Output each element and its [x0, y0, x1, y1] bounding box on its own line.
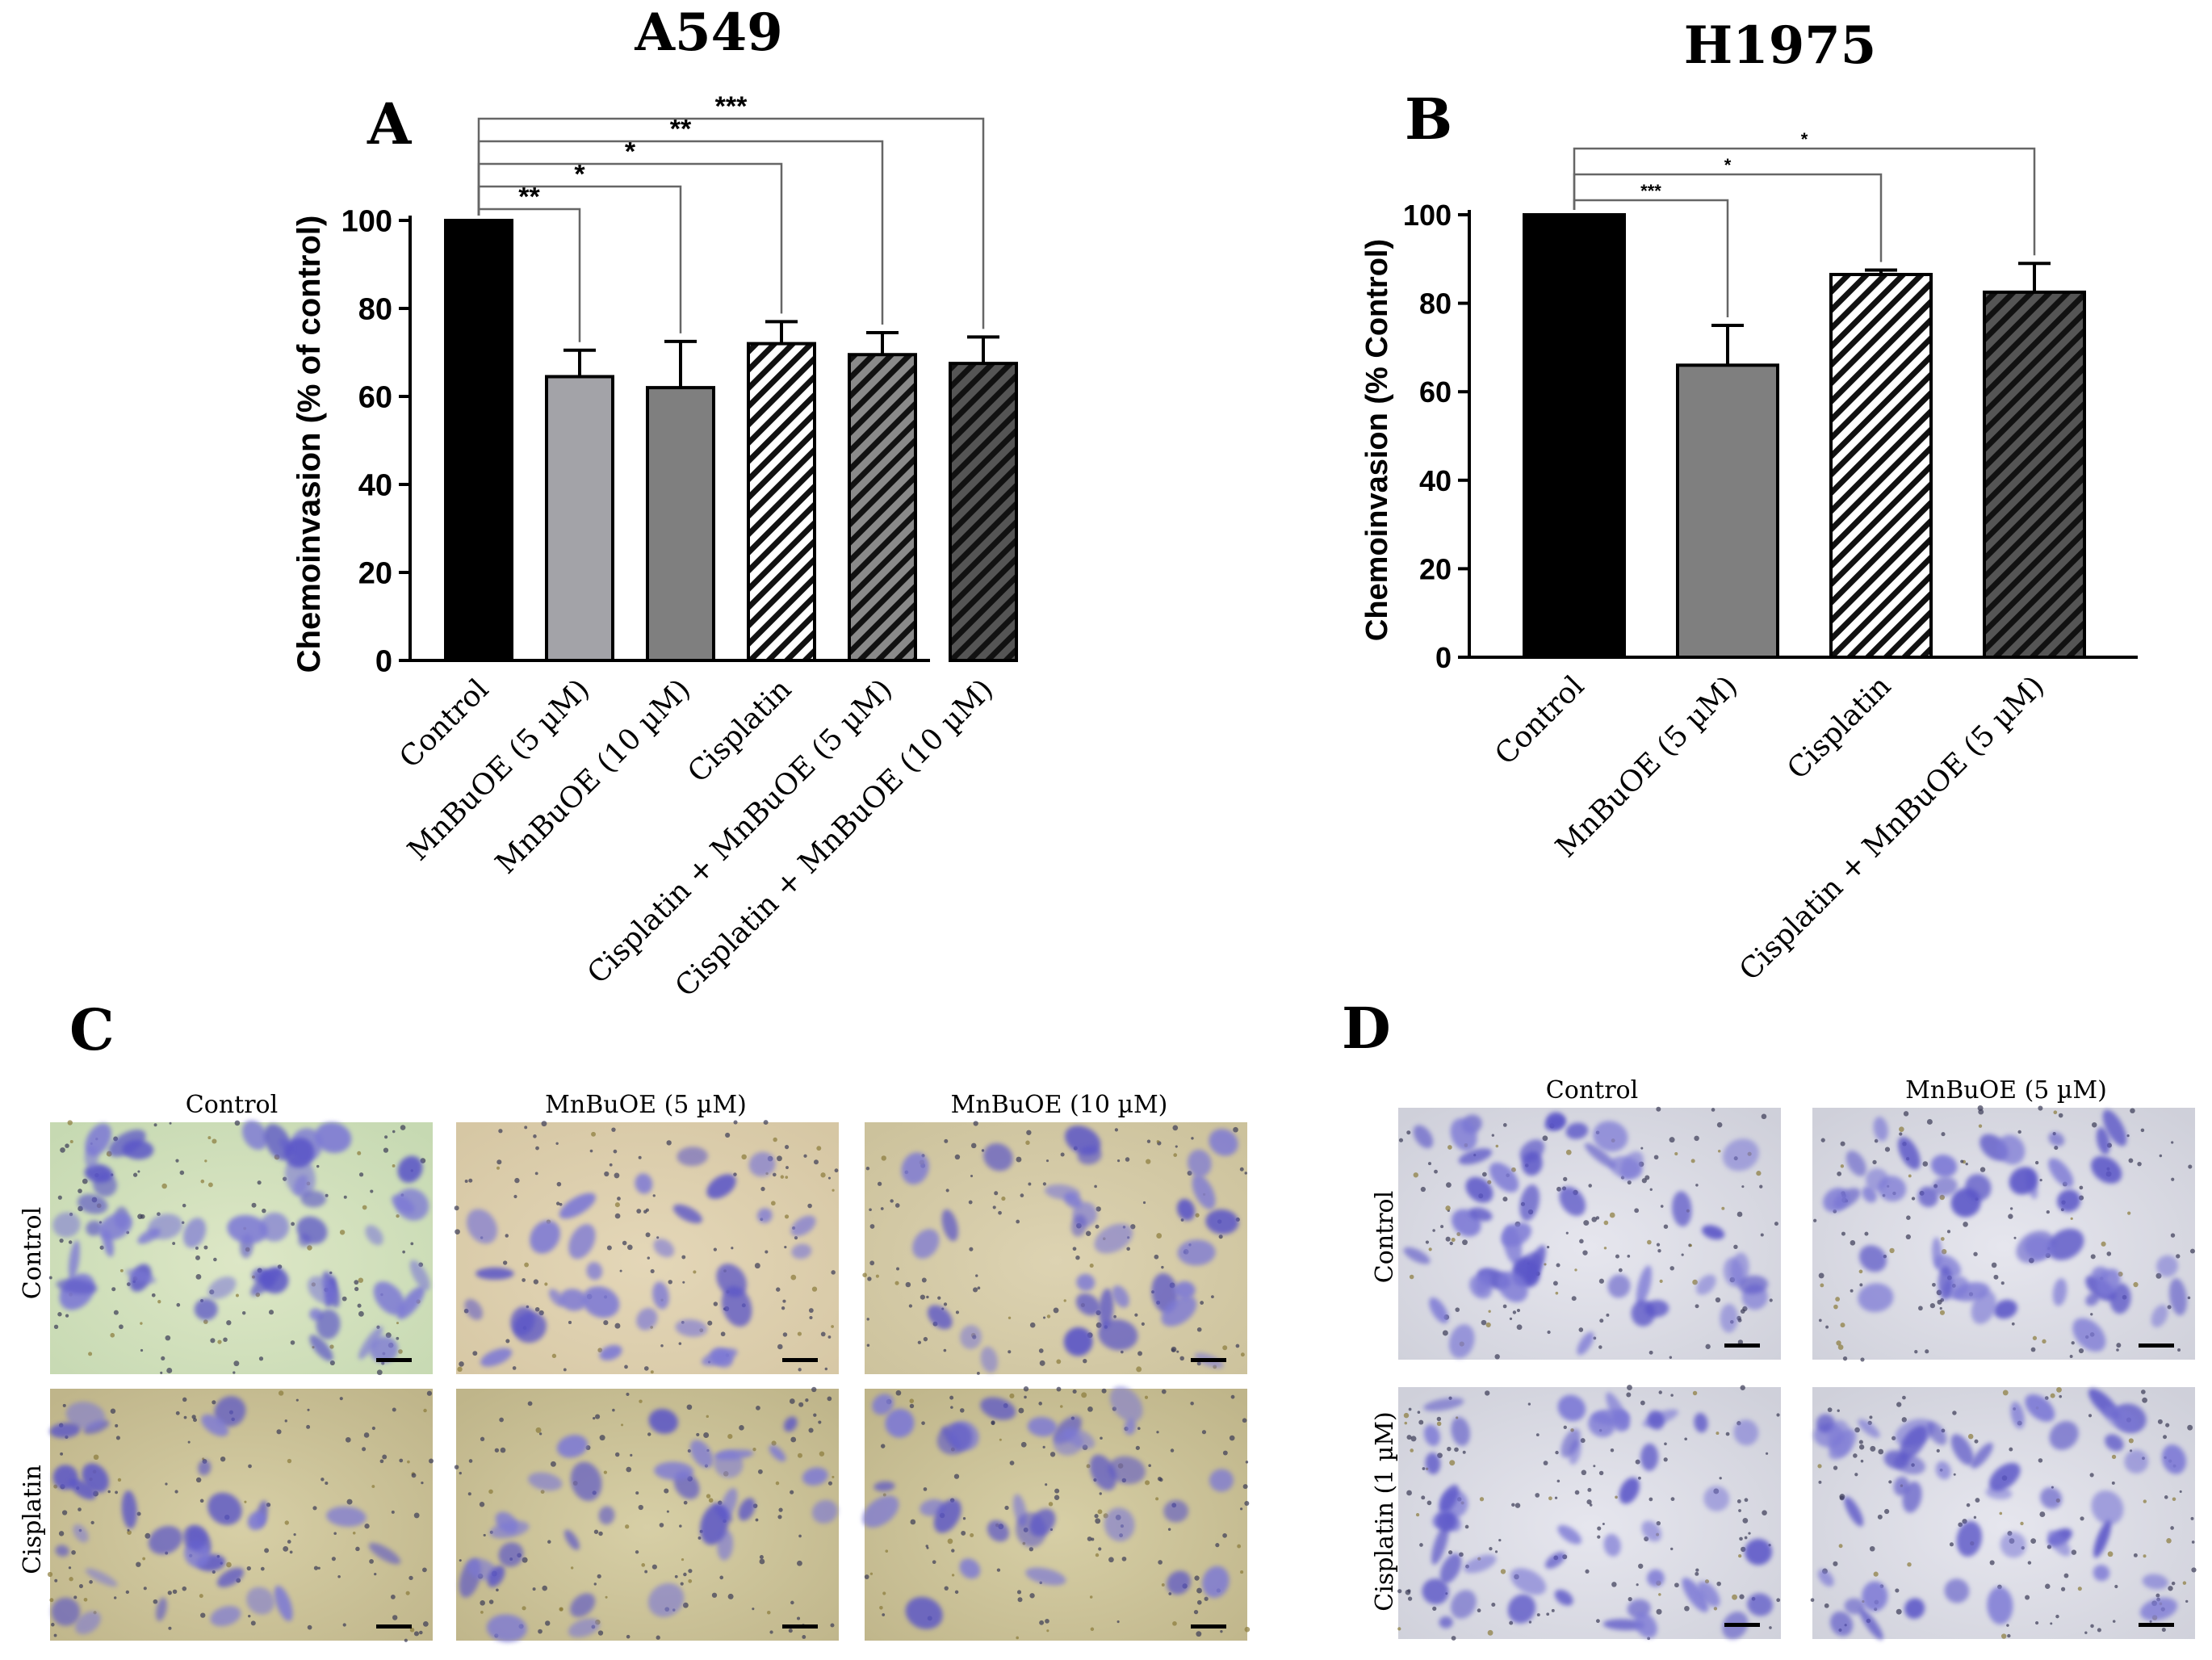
micrograph-tile [454, 1120, 839, 1374]
significance-label: * [574, 159, 585, 190]
y-tick-label: 60 [1419, 375, 1452, 409]
micrograph-tile [1398, 1106, 1781, 1360]
chart-h1975: Chemoinvasion (% Control) 0 20 40 60 80 100 Co… [1360, 129, 2138, 987]
significance-label: *** [715, 91, 748, 122]
panel-c-row-header: Cisplatin [19, 1465, 47, 1574]
micrograph-tile [862, 1121, 1247, 1375]
bar [747, 342, 816, 662]
bar [848, 353, 917, 662]
micrograph-tile [48, 1120, 433, 1376]
y-tick-label: 20 [1419, 552, 1452, 585]
bar [1983, 290, 2086, 659]
panel-c-col-header: Control [186, 1091, 278, 1119]
chart-a549: Chemoinvasion (% of control) 0 20 40 60 80 10… [291, 91, 1018, 1004]
category-label: MnBuOE (5 µM) [402, 673, 597, 867]
bar [646, 386, 715, 662]
micrograph-tile [1810, 1386, 2197, 1641]
bar [949, 362, 1018, 662]
panel-letter-d: D [1342, 995, 1391, 1062]
significance-label: * [1724, 155, 1732, 175]
y-tick-label: 20 [358, 557, 392, 591]
micrograph-tile [454, 1386, 839, 1642]
significance-label: *** [1640, 181, 1661, 201]
panel-d-row-header: Control [1371, 1191, 1399, 1283]
y-tick-label: 80 [1419, 287, 1452, 321]
panel-c-col-header: MnBuOE (5 µM) [545, 1091, 747, 1119]
panel-c-row-header: Control [19, 1207, 47, 1299]
y-tick-label: 60 [358, 381, 392, 415]
bar [1829, 272, 1933, 659]
category-label: Cisplatin + MnBuOE (5 µM) [1733, 669, 2051, 987]
bar [444, 219, 513, 662]
y-tick-label: 40 [358, 469, 392, 503]
y-tick-label: 80 [358, 293, 392, 327]
y-tick-label: 0 [375, 645, 392, 679]
micrograph-tile [47, 1389, 434, 1642]
significance-bracket [477, 117, 985, 329]
panel-d-col-header: MnBuOE (5 µM) [1905, 1076, 2107, 1105]
y-tick-label: 100 [341, 205, 392, 239]
y-tick-label: 40 [1419, 464, 1452, 497]
significance-label: * [625, 136, 636, 167]
title-a549: A549 [634, 2, 782, 63]
category-label: Control [1489, 669, 1590, 771]
panel-letter-b: B [1405, 86, 1452, 153]
panel-d-col-header: Control [1546, 1076, 1638, 1105]
micrograph-tile [862, 1386, 1251, 1641]
bar [1523, 213, 1626, 659]
bar [1676, 363, 1779, 659]
y-axis-label-a: Chemoinvasion (% of control) [291, 216, 327, 673]
title-h1975: H1975 [1684, 15, 1877, 76]
micrograph-tile [1397, 1385, 1781, 1641]
y-axis-label-b: Chemoinvasion (% Control) [1360, 239, 1394, 641]
bar [545, 375, 614, 662]
panel-c-micrographs: Control MnBuOE (5 µM) MnBuOE (10 µM) Con… [19, 1091, 1251, 1642]
panel-letter-a: A [367, 90, 413, 157]
panel-d-micrographs: Control MnBuOE (5 µM) Control Cisplatin … [1371, 1076, 2197, 1641]
category-label: Control [393, 673, 495, 774]
significance-label: * [1801, 129, 1808, 149]
category-label: Cisplatin [1781, 669, 1897, 786]
y-tick-label: 100 [1403, 199, 1452, 232]
category-label: MnBuOE (10 µM) [489, 673, 697, 880]
panel-letter-c: C [69, 996, 115, 1063]
y-tick-label: 0 [1435, 641, 1452, 674]
micrograph-tile [1812, 1105, 2195, 1362]
panel-d-row-header: Cisplatin (1 µM) [1371, 1411, 1399, 1611]
significance-bracket [1573, 147, 2036, 256]
panel-c-col-header: MnBuOE (10 µM) [951, 1091, 1168, 1119]
